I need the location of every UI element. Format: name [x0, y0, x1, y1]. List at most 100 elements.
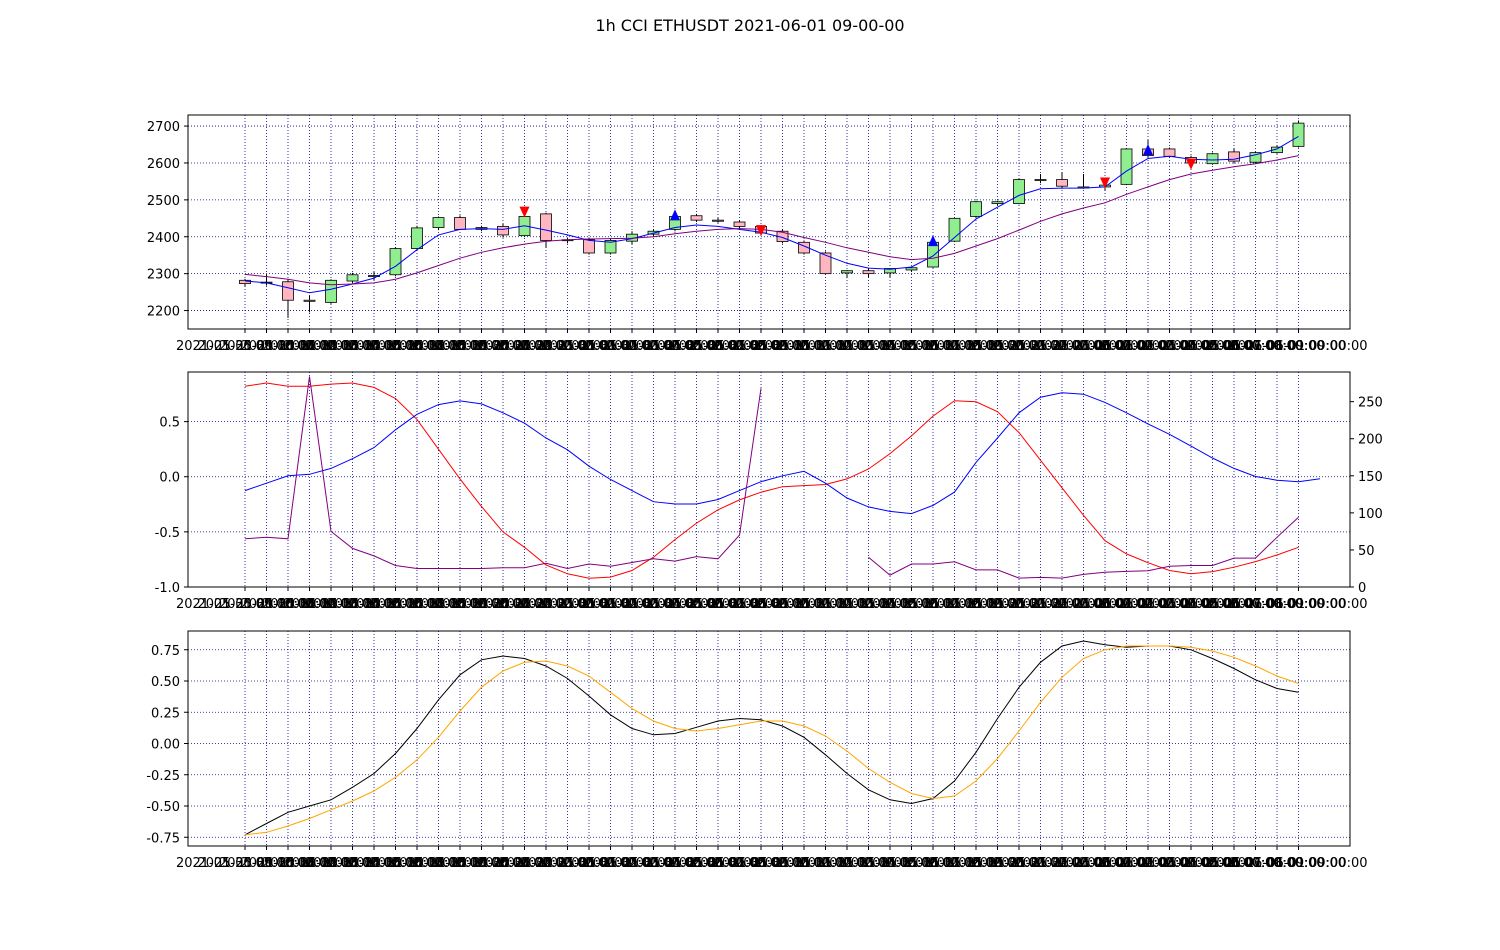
- buy-signal-marker: [670, 209, 680, 221]
- x-tick-label: 2021-05-30 21:00:00: [434, 597, 572, 612]
- x-tick-label: 2021-05-30 21:00:00: [434, 856, 572, 871]
- x-tick-label: 2021-06-01 09:00:00: [1229, 856, 1367, 871]
- candle-down: [798, 241, 810, 254]
- y-right-tick-label: 250: [1358, 396, 1383, 411]
- x-tick-label: 2021-05-31 19:00:00: [907, 339, 1045, 354]
- oscillator-panel: -0.75 -0.50 -0.25 0.00 0.25 0.50 0.75 2021-05-3…: [146, 630, 1368, 871]
- candle-down: [497, 226, 509, 236]
- x-tick-label: 2021-05-30 11:00:00: [219, 597, 357, 612]
- x-tick-label: 2021-05-31 18:00:00: [885, 339, 1023, 354]
- candle-up: [1206, 153, 1219, 165]
- candle-down: [733, 221, 746, 227]
- x-tick-label: 2021-06-01 00:00:00: [1014, 339, 1152, 354]
- y-tick-label: 0.50: [151, 675, 180, 690]
- x-tick-label: 2021-05-31 12:00:00: [756, 339, 894, 354]
- x-tick-label: 2021-05-31 07:00:00: [649, 597, 787, 612]
- x-tick-label: 2021-05-31 21:00:00: [950, 597, 1088, 612]
- x-tick-label: 2021-05-30 10:00:00: [197, 339, 335, 354]
- y-right-tick-label: 50: [1358, 544, 1375, 559]
- x-tick-label: 2021-05-31 05:00:00: [606, 856, 744, 871]
- x-tick-label: 2021-06-01 09:00:00: [1208, 597, 1346, 612]
- x-tick-label: 2021-05-30 15:00:00: [305, 339, 443, 354]
- candle-down: [239, 279, 251, 285]
- x-tick-label: 2021-05-31 08:00:00: [670, 339, 808, 354]
- candle-up: [432, 217, 445, 228]
- candle-up: [905, 267, 918, 271]
- candle-down: [1163, 148, 1176, 157]
- x-tick-label: 2021-05-31 10:00:00: [713, 597, 851, 612]
- candle-down: [690, 215, 703, 221]
- y-tick-label: -0.25: [146, 769, 180, 784]
- x-tick-label: 2021-05-30 14:00:00: [283, 597, 421, 612]
- x-tick-label: 2021-05-31 11:00:00: [735, 856, 873, 871]
- candle-down: [454, 217, 466, 230]
- x-tick-label: 2021-06-01 05:00:00: [1122, 856, 1260, 871]
- x-tick-label: 2021-05-31 15:00:00: [821, 856, 959, 871]
- x-tick-label: 2021-06-01 03:00:00: [1079, 856, 1217, 871]
- y-tick-label: 0.00: [151, 738, 180, 753]
- candle-up: [991, 201, 1004, 204]
- indicator-panel: -1.0 -0.5 0.0 0.5 0 50 100 150 200 250 2021-05-30 …: [155, 371, 1383, 612]
- candle-up: [970, 201, 982, 217]
- x-tick-label: 2021-05-31 12:00:00: [756, 856, 894, 871]
- x-tick-label: 2021-05-31 09:00:00: [692, 856, 830, 871]
- candle-down: [1228, 151, 1240, 162]
- x-tick-label: 2021-06-01 04:00:00: [1100, 856, 1238, 871]
- indicator-purple-line: [244, 376, 762, 570]
- x-tick-label: 2021-05-31 18:00:00: [885, 597, 1023, 612]
- candle-up: [1292, 122, 1305, 147]
- x-tick-label: 2021-05-30 21:00:00: [434, 339, 572, 354]
- candle-up: [1034, 179, 1047, 181]
- y-tick-label: -1.0: [155, 581, 180, 596]
- x-tick-label: 2021-05-31 04:00:00: [584, 856, 722, 871]
- x-tick-label: 2021-05-30 22:00:00: [455, 597, 593, 612]
- sell-signal-marker: [756, 225, 766, 237]
- x-tick-label: 2021-05-30 19:00:00: [391, 339, 529, 354]
- x-tick-label: 2021-05-31 03:00:00: [563, 339, 701, 354]
- candle-up: [325, 279, 337, 303]
- candle-up: [389, 248, 402, 276]
- x-tick-label: 2021-06-01 09:00:00: [1208, 856, 1346, 871]
- slow-moving-average-line: [244, 155, 1299, 286]
- candle-down: [819, 252, 832, 275]
- x-tick-label: 2021-05-30 09:00:00: [176, 339, 314, 354]
- x-tick-label: 2021-06-01 08:00:00: [1186, 339, 1324, 354]
- x-tick-label: 2021-05-31 07:00:00: [649, 856, 787, 871]
- price-panel-frame: [187, 114, 1351, 330]
- x-tick-label: 2021-06-01 01:00:00: [1036, 856, 1174, 871]
- y-right-tick-label: 100: [1358, 507, 1383, 522]
- y-tick-label: -0.5: [155, 526, 180, 541]
- x-tick-label: 2021-05-31 10:00:00: [713, 339, 851, 354]
- y-tick-label: 0.25: [151, 706, 180, 721]
- x-tick-label: 2021-05-31 06:00:00: [627, 856, 765, 871]
- x-tick-label: 2021-06-01 05:00:00: [1122, 339, 1260, 354]
- indicator-panel-frame: [187, 371, 1351, 588]
- candle-down: [303, 299, 316, 302]
- x-tick-label: 2021-06-01 02:00:00: [1057, 856, 1195, 871]
- x-tick-label: 2021-05-31 17:00:00: [864, 856, 1002, 871]
- x-tick-label: 2021-05-31 02:00:00: [541, 856, 679, 871]
- sell-signal-marker: [1186, 158, 1196, 170]
- x-tick-label: 2021-05-30 20:00:00: [412, 597, 550, 612]
- x-tick-label: 2021-05-31 03:00:00: [563, 597, 701, 612]
- x-tick-label: 2021-05-31 04:00:00: [584, 339, 722, 354]
- y-tick-label: 0.5: [159, 416, 180, 431]
- candle-up: [1013, 179, 1025, 204]
- candle-up: [1120, 148, 1133, 185]
- y-right-tick-label: 200: [1358, 433, 1383, 448]
- x-tick-label: 2021-05-30 18:00:00: [369, 856, 507, 871]
- x-tick-label: 2021-05-31 17:00:00: [864, 339, 1002, 354]
- candle-down: [282, 281, 294, 301]
- candle-up: [841, 270, 853, 274]
- x-tick-label: 2021-05-31 14:00:00: [799, 856, 937, 871]
- candle-up: [1249, 152, 1262, 163]
- x-tick-label: 2021-06-01 04:00:00: [1100, 339, 1238, 354]
- x-tick-label: 2021-05-31 02:00:00: [541, 339, 679, 354]
- x-tick-label: 2021-05-31 13:00:00: [778, 597, 916, 612]
- y-tick-label: 2300: [147, 268, 180, 283]
- candle-up: [884, 268, 896, 274]
- x-tick-label: 2021-05-31 21:00:00: [950, 339, 1088, 354]
- x-tick-label: 2021-05-31 16:00:00: [842, 856, 980, 871]
- x-tick-label: 2021-05-30 10:00:00: [197, 856, 335, 871]
- x-tick-label: 2021-05-31 08:00:00: [670, 856, 808, 871]
